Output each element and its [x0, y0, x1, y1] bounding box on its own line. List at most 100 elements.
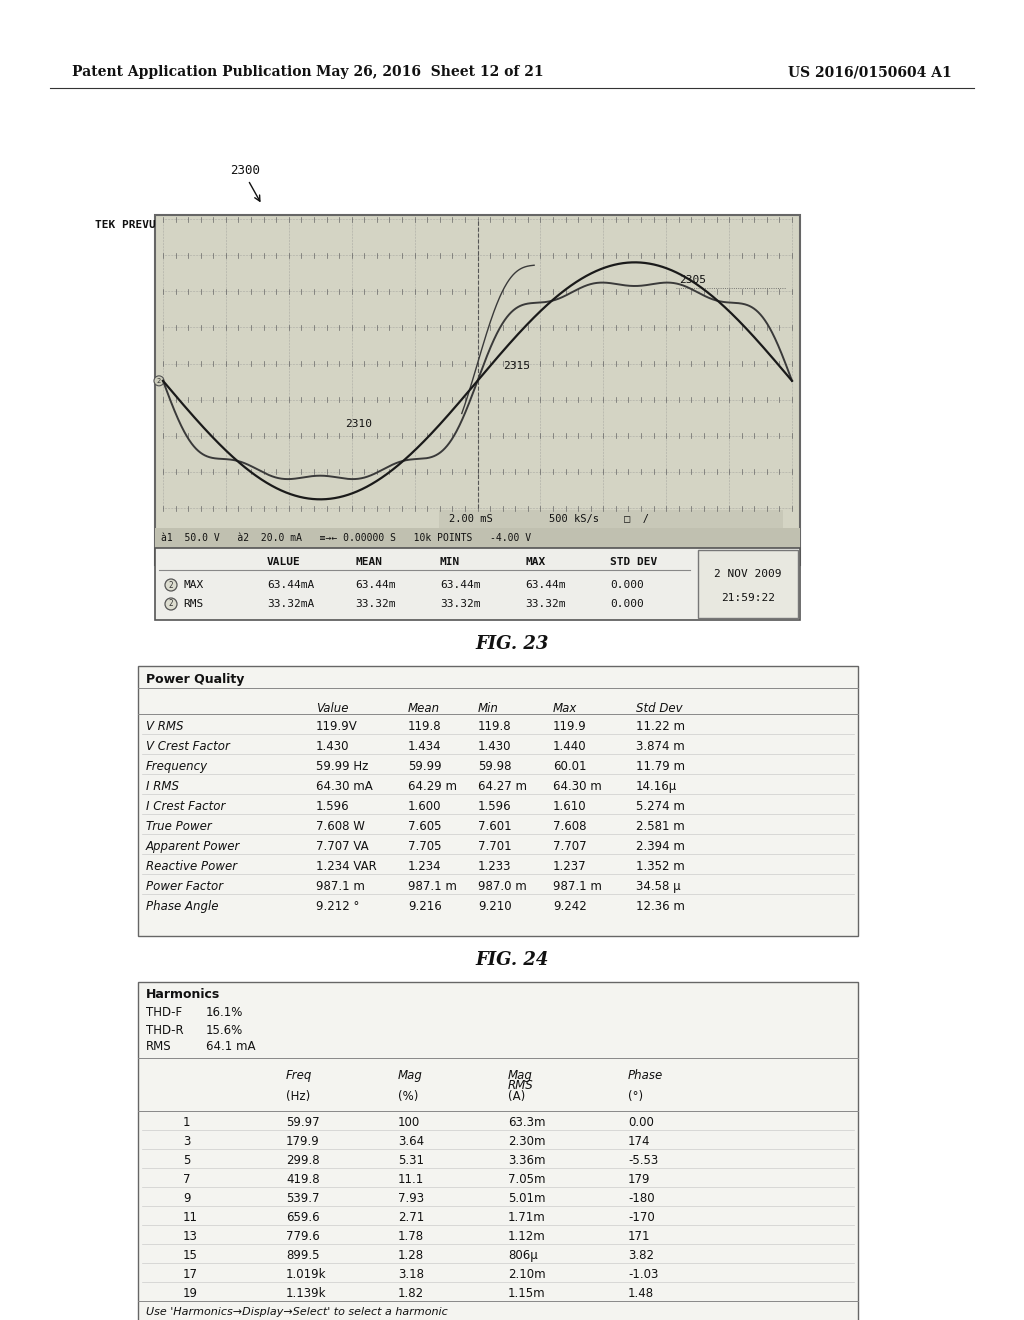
Text: (°): (°)	[628, 1090, 643, 1102]
Text: RMS: RMS	[146, 1040, 172, 1053]
Circle shape	[165, 579, 177, 591]
Text: 1.440: 1.440	[553, 741, 587, 752]
Text: 17: 17	[183, 1269, 198, 1282]
Text: 59.99: 59.99	[408, 760, 441, 774]
Text: 119.9: 119.9	[553, 719, 587, 733]
Text: 34.58 μ: 34.58 μ	[636, 880, 681, 892]
Text: 2.394 m: 2.394 m	[636, 840, 685, 853]
Text: 16.1%: 16.1%	[206, 1006, 244, 1019]
Text: 7.701: 7.701	[478, 840, 512, 853]
Text: 1.139k: 1.139k	[286, 1287, 327, 1300]
Text: 171: 171	[628, 1230, 650, 1243]
Text: 15.6%: 15.6%	[206, 1023, 244, 1036]
Text: -180: -180	[628, 1192, 654, 1205]
Text: Std Dev: Std Dev	[636, 701, 683, 714]
Text: STD DEV: STD DEV	[610, 557, 657, 568]
Text: 1.12m: 1.12m	[508, 1230, 546, 1243]
Text: 63.44mA: 63.44mA	[267, 579, 314, 590]
Text: 63.44m: 63.44m	[355, 579, 395, 590]
Text: MEAN: MEAN	[355, 557, 382, 568]
Text: 3.64: 3.64	[398, 1135, 424, 1148]
Text: 12.36 m: 12.36 m	[636, 900, 685, 913]
Text: 1.596: 1.596	[316, 800, 349, 813]
Text: Mean: Mean	[408, 701, 440, 714]
Text: 1.28: 1.28	[398, 1249, 424, 1262]
Text: 64.29 m: 64.29 m	[408, 780, 457, 793]
Text: 5.274 m: 5.274 m	[636, 800, 685, 813]
Circle shape	[165, 598, 177, 610]
Text: 9: 9	[183, 1192, 190, 1205]
Text: 33.32mA: 33.32mA	[267, 599, 314, 609]
Text: 2300: 2300	[230, 164, 260, 177]
Bar	[138, 982, 858, 1320]
Text: 7.05m: 7.05m	[508, 1173, 546, 1187]
Text: (Hz): (Hz)	[286, 1090, 310, 1102]
Text: 987.0 m: 987.0 m	[478, 880, 526, 892]
Text: 3.36m: 3.36m	[508, 1154, 546, 1167]
Text: 7: 7	[183, 1173, 190, 1187]
Text: 11.1: 11.1	[398, 1173, 424, 1187]
Text: 2.581 m: 2.581 m	[636, 820, 685, 833]
Text: 1.352 m: 1.352 m	[636, 859, 685, 873]
Text: 2.30m: 2.30m	[508, 1135, 546, 1148]
Text: 0.00: 0.00	[628, 1117, 654, 1129]
Text: -170: -170	[628, 1212, 654, 1224]
Text: 1.596: 1.596	[478, 800, 512, 813]
Text: 659.6: 659.6	[286, 1212, 319, 1224]
Text: Phase Angle: Phase Angle	[146, 900, 218, 913]
Text: 7.608: 7.608	[553, 820, 587, 833]
Text: Phase: Phase	[628, 1069, 664, 1082]
Text: Power Quality: Power Quality	[146, 673, 245, 686]
Text: 11.22 m: 11.22 m	[636, 719, 685, 733]
Text: Max: Max	[553, 701, 578, 714]
Text: -5.53: -5.53	[628, 1154, 658, 1167]
Text: 3.82: 3.82	[628, 1249, 654, 1262]
Bar	[698, 550, 798, 618]
Text: 7.608 W: 7.608 W	[316, 820, 365, 833]
Text: 1: 1	[183, 1117, 190, 1129]
Text: RMS: RMS	[183, 599, 203, 609]
Text: 0.000: 0.000	[610, 579, 644, 590]
Text: 539.7: 539.7	[286, 1192, 319, 1205]
Text: 3.874 m: 3.874 m	[636, 741, 685, 752]
Text: 9.210: 9.210	[478, 900, 512, 913]
Text: Min: Min	[478, 701, 499, 714]
Text: FIG. 24: FIG. 24	[475, 950, 549, 969]
Text: 59.97: 59.97	[286, 1117, 319, 1129]
Text: Freq: Freq	[286, 1069, 312, 1082]
Text: 1.430: 1.430	[316, 741, 349, 752]
Text: MIN: MIN	[440, 557, 460, 568]
Text: 11.79 m: 11.79 m	[636, 760, 685, 774]
Text: 119.8: 119.8	[408, 719, 441, 733]
Text: 2315: 2315	[503, 362, 529, 371]
Text: 3: 3	[183, 1135, 190, 1148]
Text: 7.93: 7.93	[398, 1192, 424, 1205]
Text: 1.610: 1.610	[553, 800, 587, 813]
Text: US 2016/0150604 A1: US 2016/0150604 A1	[788, 65, 952, 79]
Text: 2.10m: 2.10m	[508, 1269, 546, 1282]
Text: Patent Application Publication: Patent Application Publication	[72, 65, 311, 79]
Text: 3.18: 3.18	[398, 1269, 424, 1282]
Text: MAX: MAX	[525, 557, 545, 568]
Text: TEK PREVU: TEK PREVU	[95, 220, 156, 230]
Text: 419.8: 419.8	[286, 1173, 319, 1187]
Text: 1.15m: 1.15m	[508, 1287, 546, 1300]
Circle shape	[154, 376, 164, 385]
Text: VALUE: VALUE	[267, 557, 301, 568]
Text: 1.234: 1.234	[408, 859, 441, 873]
Text: 179.9: 179.9	[286, 1135, 319, 1148]
Text: Power Factor: Power Factor	[146, 880, 223, 892]
Text: 806μ: 806μ	[508, 1249, 538, 1262]
Text: -1.03: -1.03	[628, 1269, 658, 1282]
Text: 899.5: 899.5	[286, 1249, 319, 1262]
Text: 119.9V: 119.9V	[316, 719, 357, 733]
Text: (%): (%)	[398, 1090, 419, 1102]
Text: 2: 2	[169, 599, 173, 609]
Text: 5: 5	[183, 1154, 190, 1167]
Text: 987.1 m: 987.1 m	[553, 880, 602, 892]
Text: 179: 179	[628, 1173, 650, 1187]
Text: Reactive Power: Reactive Power	[146, 859, 238, 873]
Text: True Power: True Power	[146, 820, 212, 833]
Text: 119.8: 119.8	[478, 719, 512, 733]
Text: I RMS: I RMS	[146, 780, 179, 793]
